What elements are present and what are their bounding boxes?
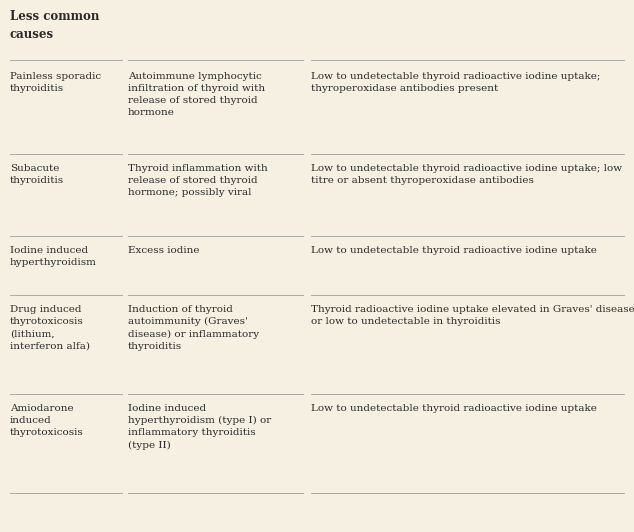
Text: Thyroid inflammation with
release of stored thyroid
hormone; possibly viral: Thyroid inflammation with release of sto… <box>128 164 268 197</box>
Text: Autoimmune lymphocytic
infiltration of thyroid with
release of stored thyroid
ho: Autoimmune lymphocytic infiltration of t… <box>128 72 265 118</box>
Text: Excess iodine: Excess iodine <box>128 246 200 255</box>
Text: Iodine induced
hyperthyroidism: Iodine induced hyperthyroidism <box>10 246 97 267</box>
Text: Drug induced
thyrotoxicosis
(lithium,
interferon alfa): Drug induced thyrotoxicosis (lithium, in… <box>10 305 90 351</box>
Text: Low to undetectable thyroid radioactive iodine uptake: Low to undetectable thyroid radioactive … <box>311 404 597 413</box>
Text: Iodine induced
hyperthyroidism (type I) or
inflammatory thyroiditis
(type II): Iodine induced hyperthyroidism (type I) … <box>128 404 271 450</box>
Text: Subacute
thyroiditis: Subacute thyroiditis <box>10 164 64 185</box>
Text: Low to undetectable thyroid radioactive iodine uptake; low
titre or absent thyro: Low to undetectable thyroid radioactive … <box>311 164 622 185</box>
Text: Low to undetectable thyroid radioactive iodine uptake;
thyroperoxidase antibodie: Low to undetectable thyroid radioactive … <box>311 72 600 93</box>
Text: Induction of thyroid
autoimmunity (Graves'
disease) or inflammatory
thyroiditis: Induction of thyroid autoimmunity (Grave… <box>128 305 259 351</box>
Text: Less common
causes: Less common causes <box>10 10 100 41</box>
Text: Low to undetectable thyroid radioactive iodine uptake: Low to undetectable thyroid radioactive … <box>311 246 597 255</box>
Text: Amiodarone
induced
thyrotoxicosis: Amiodarone induced thyrotoxicosis <box>10 404 84 437</box>
Text: Painless sporadic
thyroiditis: Painless sporadic thyroiditis <box>10 72 101 93</box>
Text: Thyroid radioactive iodine uptake elevated in Graves' disease
or low to undetect: Thyroid radioactive iodine uptake elevat… <box>311 305 634 326</box>
